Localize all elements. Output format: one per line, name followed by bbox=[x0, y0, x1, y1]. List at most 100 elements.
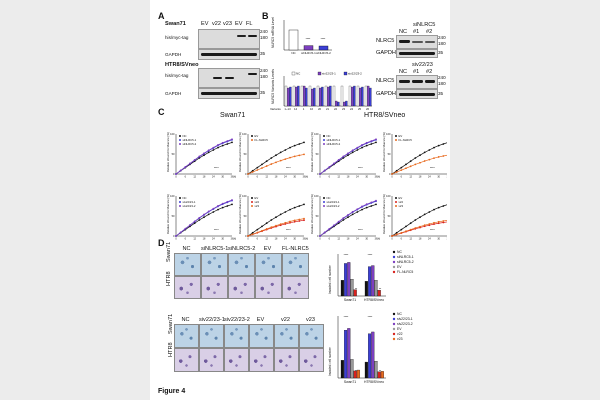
legend-swatch bbox=[317, 71, 322, 76]
data-point bbox=[298, 154, 301, 157]
invasion-micrograph bbox=[282, 276, 309, 299]
data-point bbox=[289, 156, 291, 159]
significance-label: **** bbox=[358, 228, 364, 232]
data-point bbox=[437, 144, 440, 147]
series-line bbox=[391, 204, 447, 237]
tick-label: 12 bbox=[337, 176, 340, 179]
tick-label: 24 bbox=[356, 238, 359, 241]
data-point bbox=[433, 208, 435, 211]
data-point bbox=[395, 171, 398, 173]
significance-label: ** bbox=[355, 287, 358, 291]
legend-marker bbox=[392, 332, 396, 336]
row-label: his/myc-tag bbox=[165, 73, 189, 78]
tick-label: 12 bbox=[409, 238, 412, 241]
tick-label: 18 bbox=[203, 238, 206, 241]
bar bbox=[289, 86, 292, 107]
data-point bbox=[221, 206, 224, 209]
data-point bbox=[198, 155, 201, 158]
mw-marker: 35 bbox=[260, 90, 266, 95]
tick-label: 18 bbox=[419, 238, 422, 241]
bar bbox=[311, 88, 314, 107]
data-point bbox=[375, 199, 377, 202]
tick-label: 0 bbox=[391, 176, 393, 179]
significance-label: ** bbox=[379, 369, 382, 373]
blot-band bbox=[425, 41, 435, 43]
row-label: GAPDH bbox=[165, 52, 182, 57]
data-point bbox=[395, 233, 398, 236]
data-point bbox=[414, 227, 417, 229]
data-point bbox=[442, 205, 445, 207]
data-point bbox=[323, 169, 326, 172]
legend-label: v23 bbox=[255, 204, 260, 208]
bar bbox=[303, 45, 314, 51]
blot-band bbox=[399, 80, 410, 83]
western-blot bbox=[396, 49, 438, 58]
data-point bbox=[221, 144, 224, 147]
legend-marker bbox=[323, 197, 325, 199]
bar bbox=[353, 289, 357, 297]
tick-label: 100 bbox=[386, 194, 391, 198]
bar bbox=[313, 87, 316, 107]
data-point bbox=[442, 155, 445, 157]
data-point bbox=[391, 235, 393, 237]
data-point bbox=[275, 154, 277, 157]
x-axis-label: Variants bbox=[270, 107, 281, 111]
bar bbox=[319, 87, 322, 107]
legend-marker bbox=[395, 139, 397, 141]
data-point bbox=[289, 220, 291, 223]
figure-page: A Swan71 EV v22 v23 EV FL his/myc-tag 24… bbox=[150, 0, 450, 400]
data-point bbox=[365, 144, 368, 147]
data-point bbox=[298, 218, 301, 221]
tick-label: 24 bbox=[284, 176, 287, 179]
bar bbox=[364, 281, 368, 297]
invasion-micrograph bbox=[224, 348, 249, 372]
legend-label: EV bbox=[397, 265, 402, 269]
data-point bbox=[437, 220, 440, 223]
tick-label: 0 bbox=[173, 172, 175, 176]
series-line bbox=[247, 154, 305, 175]
bar bbox=[344, 330, 348, 379]
legend-marker bbox=[392, 250, 396, 254]
bar bbox=[287, 87, 290, 107]
tick-label: 36 bbox=[303, 238, 306, 241]
legend-label: siNLRC5-2 bbox=[397, 260, 414, 264]
invasion-micrograph bbox=[228, 276, 255, 299]
tick-label: 0 bbox=[317, 172, 319, 176]
bar bbox=[305, 87, 308, 107]
data-point bbox=[203, 154, 205, 157]
bar bbox=[380, 371, 384, 379]
data-point bbox=[433, 146, 435, 149]
lane-label: v23 bbox=[223, 21, 233, 27]
tick-label: 0 bbox=[247, 238, 249, 241]
tick-label: 100 bbox=[314, 194, 319, 198]
lane-label: EV bbox=[235, 21, 243, 27]
legend-label: NC bbox=[397, 250, 402, 254]
tick-label: 24 bbox=[428, 176, 431, 179]
data-point bbox=[226, 140, 229, 142]
legend-label: siNLRC5-2 bbox=[327, 142, 341, 146]
blot-band bbox=[412, 80, 423, 83]
series-line bbox=[175, 142, 233, 175]
data-point bbox=[342, 155, 345, 158]
data-point bbox=[370, 201, 373, 204]
data-point bbox=[251, 171, 254, 173]
western-blot bbox=[396, 89, 438, 99]
tick-label: 21 bbox=[326, 107, 330, 111]
data-point bbox=[333, 224, 335, 227]
data-point bbox=[207, 213, 210, 216]
data-point bbox=[414, 219, 417, 221]
tick-label: 100 bbox=[170, 194, 175, 198]
tick-label: 0 bbox=[317, 234, 319, 238]
blot-band bbox=[201, 53, 257, 56]
micrograph-column-label: siNLRC5-1 bbox=[201, 246, 229, 252]
panel-a-cell-line-1: Swan71 bbox=[165, 21, 186, 27]
tick-label: 6 bbox=[257, 238, 259, 241]
bar bbox=[356, 85, 360, 107]
data-point bbox=[179, 231, 182, 234]
tick-label: 24 bbox=[212, 176, 215, 179]
micrograph-column-label: v22 bbox=[280, 317, 291, 323]
data-point bbox=[289, 221, 291, 224]
y-axis-label: Relative Wound Confluence (%) bbox=[238, 132, 242, 172]
